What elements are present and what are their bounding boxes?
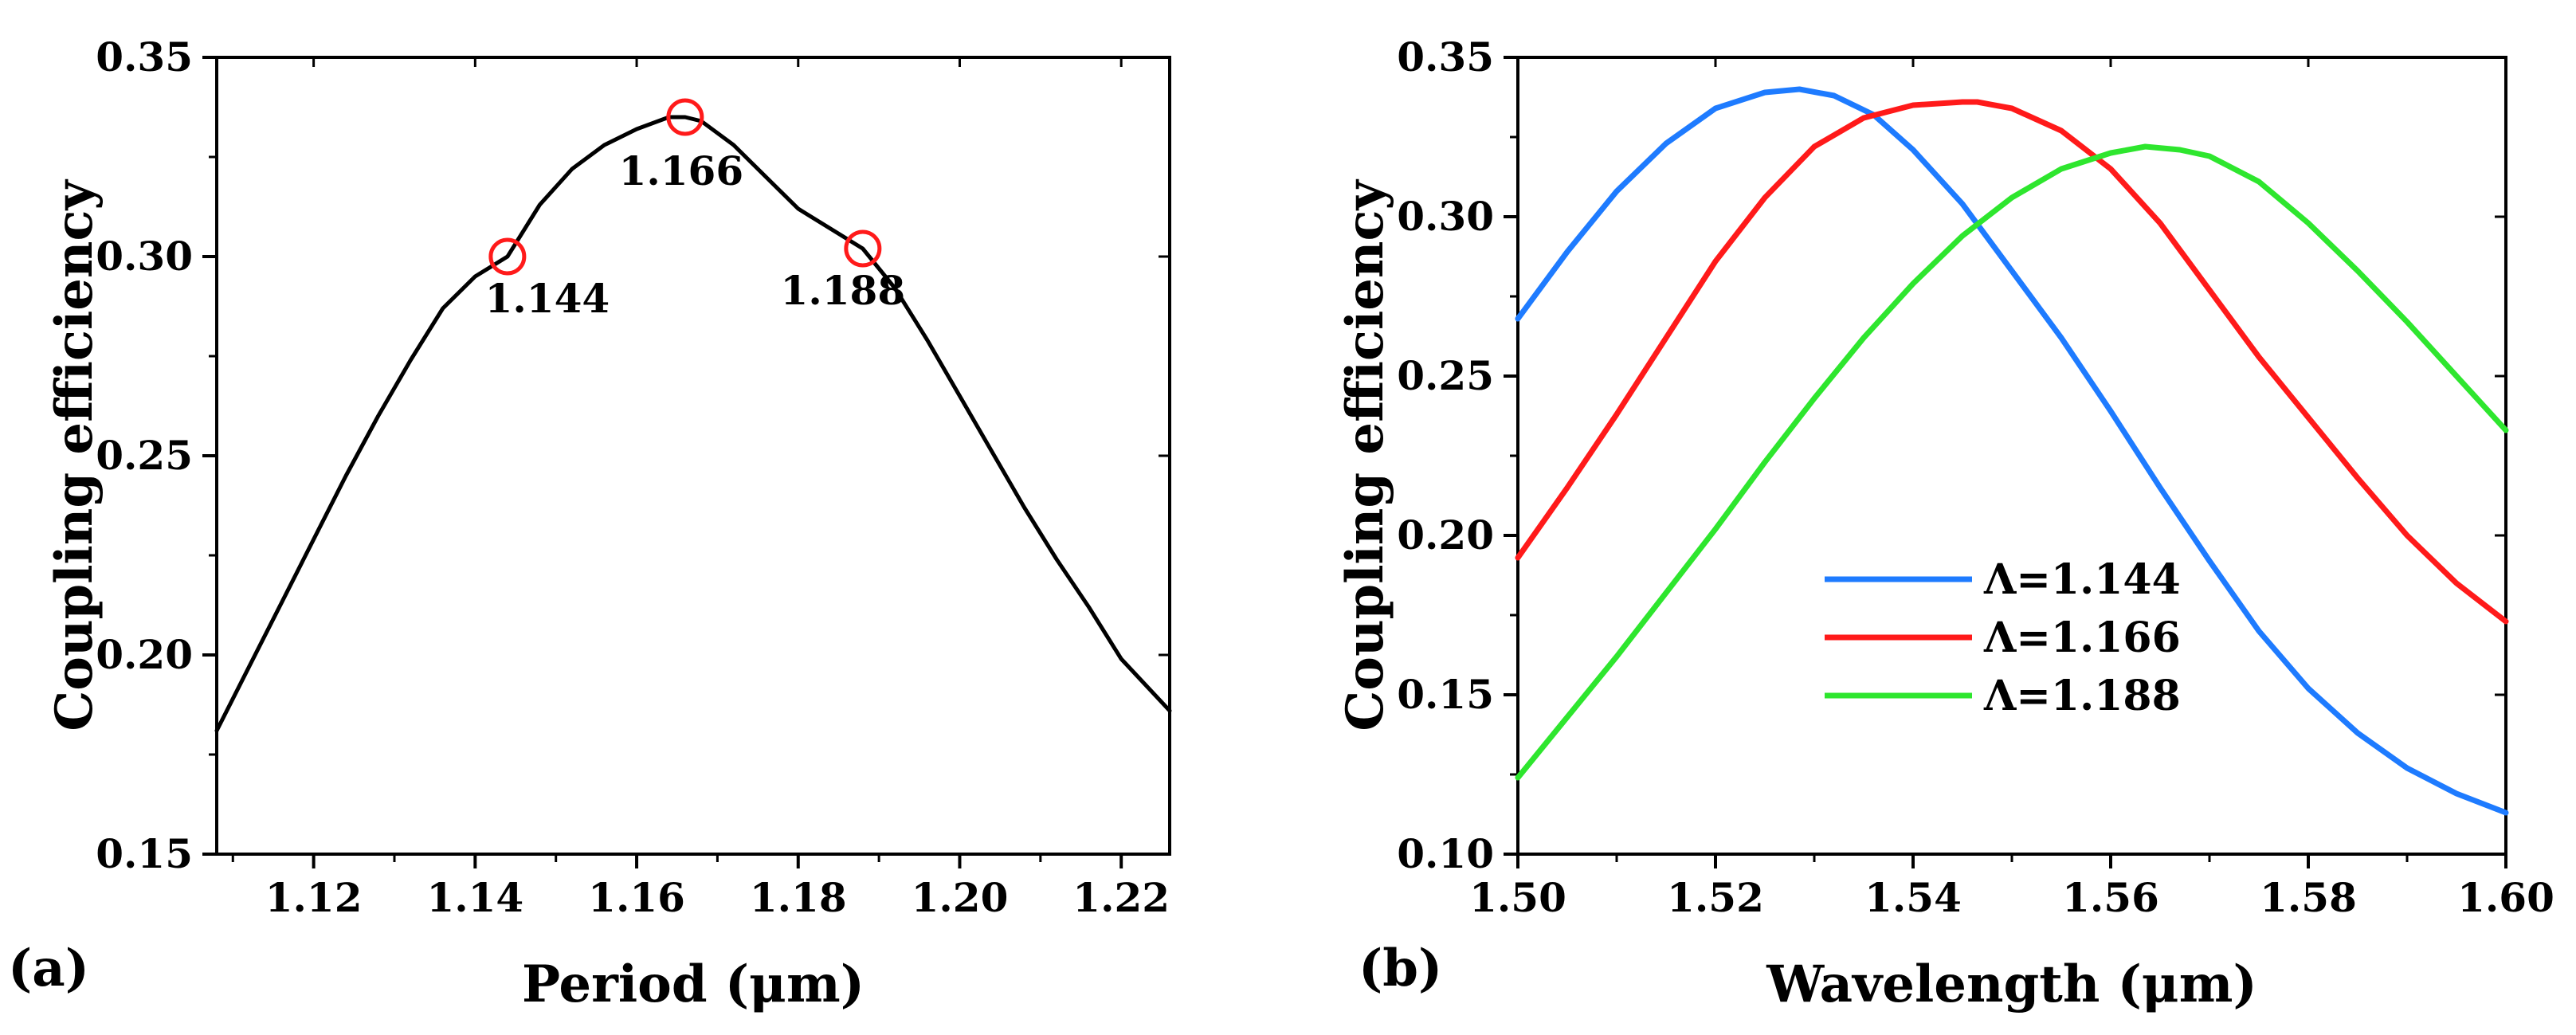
- marker-annotation: 1.188: [781, 267, 906, 314]
- x-tick-label: 1.20: [912, 874, 1009, 921]
- x-axis-title-b: Wavelength (μm): [1766, 955, 2257, 1014]
- marker-circle: [488, 237, 527, 276]
- series-line-2: [1515, 99, 2509, 625]
- marker-circle: [666, 98, 704, 136]
- x-axis-title-a: Period (μm): [522, 955, 865, 1014]
- y-tick-label: 0.15: [96, 830, 193, 877]
- x-tick-label: 1.60: [2457, 874, 2554, 921]
- series-line: [214, 115, 1172, 733]
- tick-marks-a: [202, 56, 1170, 868]
- legend-label: Λ=1.188: [1983, 672, 2181, 720]
- tick-marks-b: [1504, 56, 2507, 868]
- panel-label-a: (a): [8, 939, 89, 998]
- y-tick-label: 0.35: [96, 33, 193, 80]
- chart-panel-b: 0.100.150.200.250.300.35 1.50 1.52 1.54 1.5…: [1335, 33, 2554, 1014]
- marker-annotation: 1.166: [619, 147, 744, 194]
- marker-annotation: 1.144: [485, 275, 610, 322]
- y-tick-label: 0.20: [96, 631, 193, 678]
- x-tick-label: 1.54: [1864, 874, 1962, 921]
- panel-label-b: (b): [1359, 939, 1442, 998]
- y-axis-title-b: Coupling efficiency: [1335, 179, 1395, 731]
- y-tick-label: 0.10: [1397, 830, 1494, 877]
- y-tick-label: 0.20: [1397, 512, 1494, 559]
- y-tick-label: 0.25: [96, 432, 193, 479]
- legend-b: Λ=1.144 Λ=1.166 Λ=1.188: [1825, 555, 2181, 720]
- y-tick-label: 0.15: [1397, 671, 1494, 718]
- y-tick-labels-b: 0.10 0.15 0.20 0.25 0.30 0.35: [1397, 33, 1494, 877]
- x-tick-label: 1.58: [2260, 874, 2357, 921]
- legend-label: Λ=1.166: [1983, 614, 2181, 662]
- y-tick-label: 0.30: [1397, 193, 1494, 240]
- series-layer-b: [1515, 86, 2509, 816]
- x-tick-label: 1.12: [265, 874, 363, 921]
- y-tick-labels-a: 0.15 0.20 0.25 0.30 0.35: [96, 33, 193, 877]
- legend-label: Λ=1.144: [1983, 555, 2181, 604]
- x-tick-label: 1.52: [1667, 874, 1764, 921]
- y-axis-title-a: Coupling efficiency: [45, 179, 104, 731]
- x-tick-label: 1.14: [426, 874, 523, 921]
- x-tick-label: 1.22: [1072, 874, 1170, 921]
- series-layer-a: [214, 115, 1172, 733]
- x-tick-label: 1.56: [2062, 874, 2159, 921]
- y-tick-label: 0.25: [1397, 352, 1494, 399]
- marker-layer-a: 1.144 1.166 1.188: [485, 98, 906, 322]
- y-tick-label: 0.35: [1397, 33, 1494, 80]
- chart-panel-a: 0.15 0.20 0.25 0.30 0.35 1.12 1.14 1.16 1.18 1.2…: [8, 33, 1172, 1014]
- series-line-3: [1515, 143, 2509, 781]
- x-tick-label: 1.16: [588, 874, 685, 921]
- x-tick-label: 1.18: [750, 874, 847, 921]
- x-tick-labels-b: 1.50 1.52 1.54 1.56 1.58 1.60: [1469, 874, 2554, 921]
- marker-circle: [844, 229, 882, 268]
- x-tick-labels-a: 1.12 1.14 1.16 1.18 1.20 1.22: [265, 874, 1170, 921]
- y-tick-label: 0.30: [96, 233, 193, 280]
- x-tick-label: 1.50: [1469, 874, 1566, 921]
- series-line-1: [1515, 86, 2509, 816]
